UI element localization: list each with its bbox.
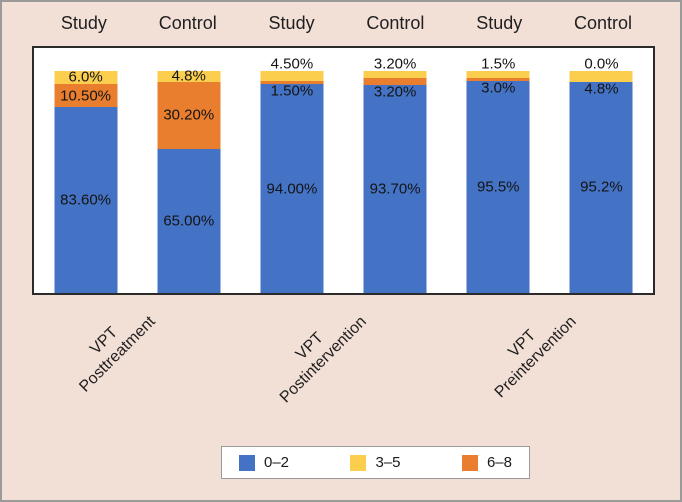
- stacked-bar: [157, 71, 221, 293]
- segment-3-5: [569, 71, 633, 82]
- segment-6-8: [260, 81, 324, 85]
- segment-6-8: [466, 77, 530, 81]
- bar-value-label: 95.5%: [476, 178, 520, 196]
- stacked-bar: [466, 71, 530, 293]
- bar-value-label: 3.20%: [373, 83, 417, 101]
- bar-value-label: 30.20%: [163, 106, 215, 124]
- bar-value-label: 95.2%: [580, 178, 623, 196]
- segment-0-2: [260, 84, 324, 293]
- bar-value-label: 1.5%: [481, 55, 516, 73]
- stacked-bar: [363, 70, 427, 293]
- legend-swatch-icon: [350, 454, 367, 471]
- bar-value-label: 4.8%: [171, 67, 206, 85]
- bar-slot: 4.8% 30.20% 65.00%: [137, 48, 240, 293]
- segment-3-5: [54, 70, 118, 85]
- bar-header-control: Control: [158, 13, 217, 33]
- bar-slot: 1.5% 3.0% 95.5%: [447, 48, 550, 293]
- segment-0-2: [54, 107, 118, 293]
- segment-6-8: [363, 77, 427, 85]
- bar-slot: 0.0% 4.8% 95.2%: [550, 48, 653, 293]
- bar-value-label: 94.00%: [266, 180, 318, 198]
- legend-swatch-icon: [239, 454, 255, 471]
- bar-value-label: 3.20%: [373, 55, 417, 73]
- legend: 0–2 3–5 6–8: [221, 446, 530, 479]
- bar-value-label: 1.50%: [270, 82, 314, 100]
- legend-swatch-icon: [461, 454, 478, 471]
- bar-header-study: Study: [268, 13, 315, 33]
- legend-item-0-2: 0–2: [239, 454, 289, 471]
- bar-value-label: 4.50%: [270, 55, 314, 73]
- legend-label: 0–2: [264, 454, 290, 471]
- bar-value-label: 3.0%: [481, 79, 516, 97]
- segment-0-2: [569, 81, 633, 293]
- segment-3-5: [466, 71, 530, 78]
- legend-label: 6–8: [486, 454, 512, 471]
- bar-value-label: 93.70%: [369, 180, 421, 198]
- bar-header-control: Control: [366, 13, 425, 33]
- legend-item-6-8: 6–8: [461, 454, 512, 471]
- bar-header-control: Control: [574, 13, 633, 33]
- bar-value-label: 83.60%: [60, 191, 112, 209]
- segment-6-8: [54, 84, 118, 108]
- bar-value-label: 10.50%: [60, 87, 112, 105]
- stacked-bar: [54, 70, 118, 293]
- segment-0-2: [466, 81, 530, 293]
- bar-slot: 6.0% 10.50% 83.60%: [34, 48, 137, 293]
- bar-value-label: 4.8%: [584, 80, 619, 98]
- segment-6-8: [157, 81, 221, 149]
- bar-value-label: 0.0%: [584, 55, 619, 73]
- bar-header-row: Study Control Study Control Study Control: [32, 13, 655, 34]
- legend-item-3-5: 3–5: [350, 454, 401, 471]
- bar-value-label: 65.00%: [163, 212, 215, 230]
- segment-3-5: [363, 70, 427, 78]
- bar-header-study: Study: [476, 13, 523, 33]
- bar-value-label: 6.0%: [68, 68, 103, 86]
- stacked-bar: [260, 71, 324, 293]
- segment-0-2: [157, 148, 221, 293]
- segment-3-5: [260, 71, 324, 82]
- bar-slot: 3.20% 3.20% 93.70%: [344, 48, 447, 293]
- segment-0-2: [363, 85, 427, 293]
- segment-3-5: [157, 71, 221, 82]
- plot-area: 6.0% 10.50% 83.60% 4.8% 30.20% 65.00% 4.50% 1.5…: [32, 46, 655, 295]
- bar-header-study: Study: [60, 13, 107, 33]
- bar-slot: 4.50% 1.50% 94.00%: [240, 48, 343, 293]
- stacked-bar: [569, 71, 633, 293]
- legend-label: 3–5: [375, 454, 401, 471]
